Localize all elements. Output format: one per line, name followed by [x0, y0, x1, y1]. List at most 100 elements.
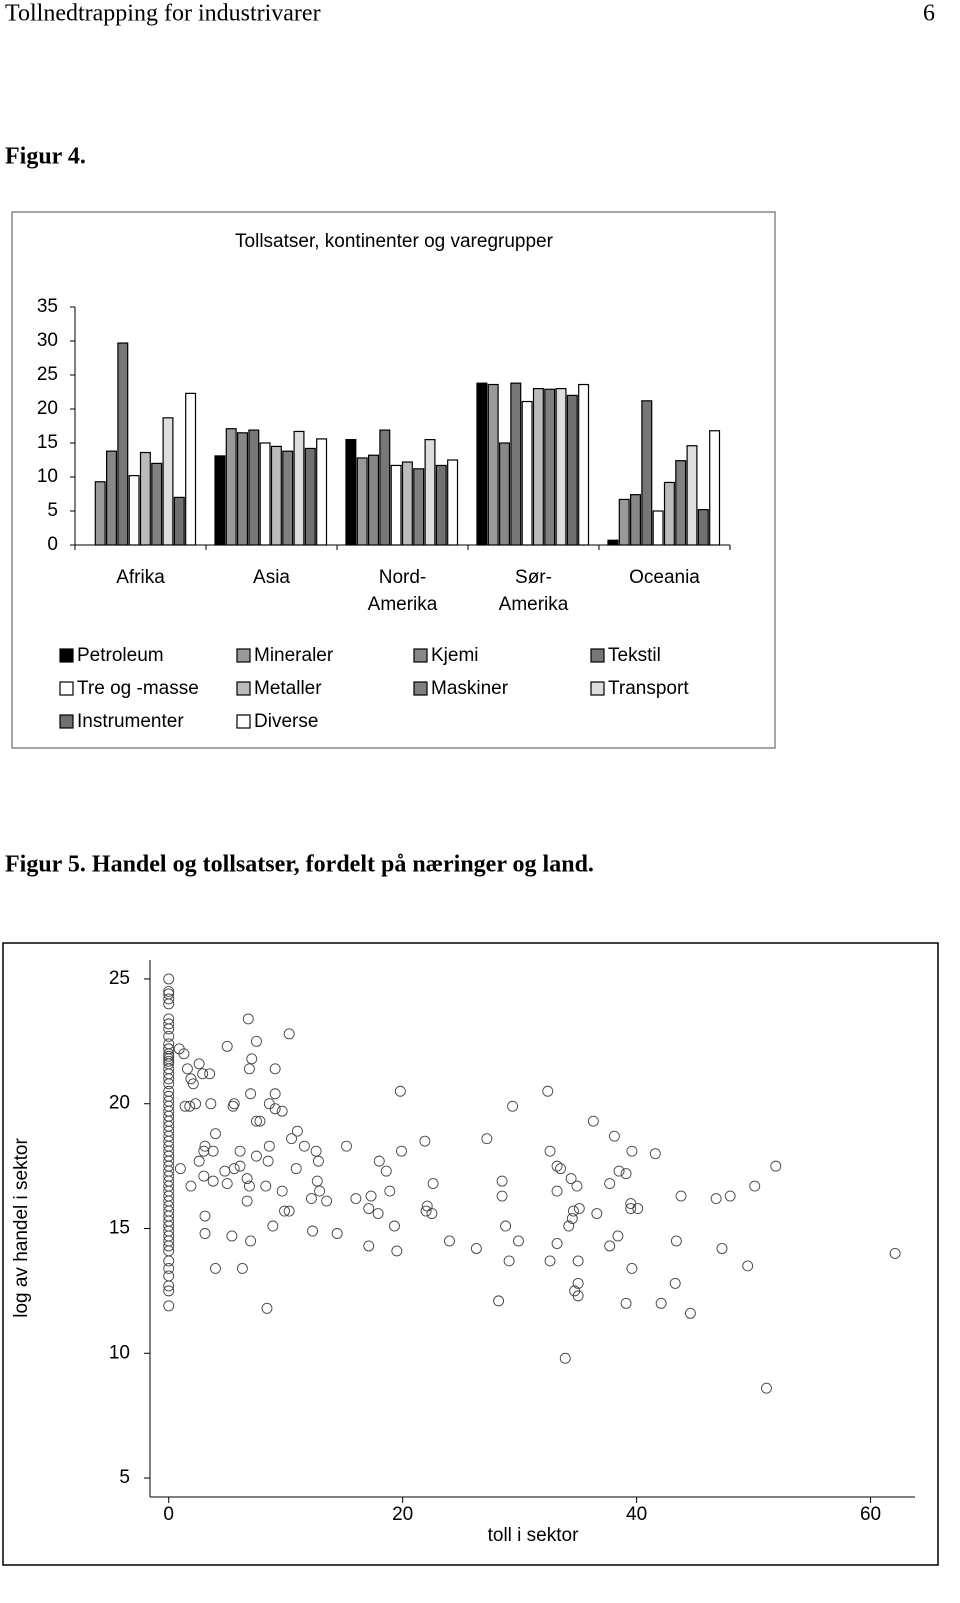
scatter-point	[283, 1205, 295, 1217]
scatter-point	[749, 1180, 761, 1192]
scatter-point	[269, 1103, 281, 1115]
scatter-point	[197, 1068, 209, 1080]
scatter-point	[604, 1240, 616, 1252]
bar	[162, 417, 174, 546]
legend-label: Diverse	[254, 711, 318, 732]
bar	[117, 342, 129, 546]
legend-swatch	[59, 648, 74, 663]
scatter-point	[163, 1023, 175, 1035]
figure-caption: Figur 5. Handel og tollsatser, fordelt p…	[5, 852, 594, 878]
bar	[555, 388, 567, 546]
scatter-point	[262, 1155, 274, 1167]
bar	[476, 382, 488, 546]
scatter-point	[226, 1230, 238, 1242]
scatter-point	[341, 1140, 352, 1152]
legend-label: Maskiner	[431, 678, 509, 699]
scatter-point	[207, 1175, 219, 1187]
bar	[270, 445, 282, 546]
figure-caption: Figur 4.	[5, 144, 86, 170]
scatter-point	[210, 1262, 221, 1274]
scatter-point	[500, 1220, 512, 1232]
scatter-point	[373, 1155, 385, 1167]
scatter-point	[551, 1238, 563, 1249]
scatter-point	[613, 1165, 625, 1177]
bar	[544, 388, 556, 546]
bar	[390, 464, 402, 546]
bar	[510, 382, 522, 546]
scatter-point	[565, 1173, 577, 1185]
scatter-point	[496, 1190, 508, 1202]
bar	[709, 430, 721, 546]
scatter-point	[260, 1180, 272, 1192]
x-tick-label: Oceania	[629, 567, 700, 588]
y-tick-label: 5	[119, 1467, 130, 1488]
legend-swatch	[236, 681, 251, 696]
scatter-point	[604, 1178, 616, 1190]
scatter-point	[163, 1073, 175, 1085]
scatter-point	[503, 1255, 515, 1267]
scatter-point	[242, 1013, 254, 1025]
scatter-point	[245, 1088, 257, 1100]
bar	[345, 439, 357, 546]
bar	[282, 450, 294, 546]
y-tick-label: 15	[37, 432, 58, 453]
scatter-point	[178, 1048, 190, 1060]
scatter-point	[221, 1178, 233, 1190]
scatter-point	[163, 1285, 175, 1297]
scatter-point	[716, 1243, 728, 1254]
scatter-point	[250, 1115, 262, 1127]
legend-label: Kjemi	[431, 645, 479, 666]
scatter-point	[559, 1352, 571, 1364]
bar	[686, 445, 698, 546]
scatter-point	[544, 1255, 556, 1267]
scatter-point	[199, 1210, 211, 1222]
scatter-point	[396, 1145, 407, 1157]
scatter-point	[193, 1155, 205, 1167]
scatter-point	[669, 1277, 681, 1289]
legend-swatch	[590, 681, 605, 696]
y-tick-label: 15	[109, 1218, 130, 1239]
scatter-point	[190, 1098, 202, 1110]
scatter-point	[163, 985, 175, 997]
scatter-point	[443, 1235, 455, 1247]
scatter-point	[269, 1088, 281, 1100]
scatter-point	[389, 1220, 400, 1232]
bar	[487, 383, 499, 546]
scatter-point	[675, 1190, 687, 1202]
scatter-point	[742, 1260, 754, 1272]
scatter-point	[470, 1243, 482, 1254]
scatter-point	[312, 1155, 324, 1167]
scatter-point	[420, 1205, 432, 1217]
bar	[521, 400, 533, 546]
scatter-point	[163, 993, 175, 1005]
scatter-point	[513, 1235, 524, 1247]
scatter-point	[620, 1168, 632, 1180]
scatter-point	[163, 973, 175, 985]
legend-label: Tre og -masse	[77, 678, 199, 699]
scatter-point	[241, 1173, 253, 1185]
scatter-point	[163, 1018, 175, 1030]
bar	[94, 481, 106, 546]
bar	[566, 394, 578, 546]
scatter-point	[307, 1225, 319, 1237]
scatter-point	[276, 1185, 288, 1197]
scatter-point	[163, 1078, 175, 1090]
scatter-point	[298, 1140, 310, 1152]
x-tick-label: Nord- Amerika	[367, 567, 438, 615]
scatter-point	[572, 1277, 584, 1289]
scatter-point	[163, 1300, 175, 1312]
scatter-point	[291, 1125, 303, 1137]
bar	[151, 462, 163, 546]
bar	[499, 442, 511, 546]
bar	[293, 430, 305, 546]
scatter-point	[493, 1295, 505, 1307]
bar	[185, 392, 197, 546]
legend-label: Mineraler	[254, 645, 334, 666]
y-tick-label: 30	[37, 330, 58, 351]
scatter-point	[279, 1205, 290, 1217]
y-tick-label: 25	[109, 968, 130, 989]
scatter-point	[572, 1290, 584, 1302]
y-tick-label: 10	[37, 466, 58, 487]
bar	[139, 451, 151, 546]
